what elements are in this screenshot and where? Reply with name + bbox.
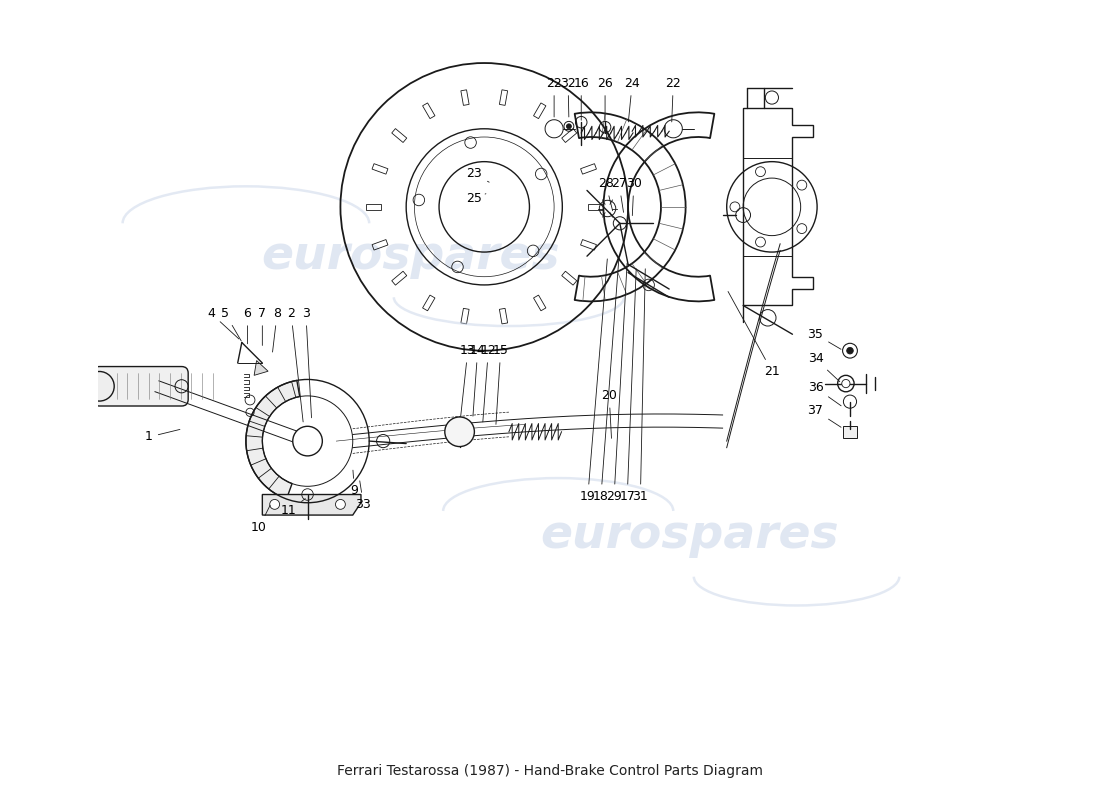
Text: 28: 28 — [598, 178, 614, 210]
Text: 31: 31 — [632, 269, 648, 502]
Text: 20: 20 — [602, 390, 617, 438]
Text: 18: 18 — [593, 259, 619, 502]
Text: 5: 5 — [221, 307, 241, 341]
Text: eurospares: eurospares — [261, 234, 560, 278]
Polygon shape — [254, 361, 268, 375]
Wedge shape — [246, 380, 299, 499]
Text: 34: 34 — [807, 353, 839, 382]
Text: 19: 19 — [580, 259, 607, 502]
FancyBboxPatch shape — [92, 366, 188, 406]
Text: 29: 29 — [606, 263, 627, 502]
Text: 16: 16 — [573, 77, 590, 120]
Text: 30: 30 — [626, 178, 641, 215]
Circle shape — [293, 426, 322, 456]
Text: 12: 12 — [481, 344, 496, 422]
Text: eurospares: eurospares — [540, 513, 839, 558]
Circle shape — [85, 371, 114, 401]
Text: 9: 9 — [351, 470, 359, 497]
Text: 21: 21 — [728, 291, 780, 378]
Polygon shape — [262, 494, 361, 515]
Circle shape — [842, 379, 850, 388]
Text: 15: 15 — [493, 344, 508, 424]
Circle shape — [270, 499, 279, 510]
Text: 1: 1 — [145, 430, 180, 443]
Circle shape — [847, 347, 854, 354]
Text: 24: 24 — [625, 77, 640, 122]
Text: 33: 33 — [355, 481, 372, 511]
Text: Ferrari Testarossa (1987) - Hand-Brake Control Parts Diagram: Ferrari Testarossa (1987) - Hand-Brake C… — [337, 764, 763, 778]
Text: 32: 32 — [560, 77, 576, 117]
Text: 37: 37 — [807, 404, 842, 427]
Text: 22: 22 — [547, 77, 562, 117]
Circle shape — [566, 124, 571, 129]
Text: 23: 23 — [466, 167, 490, 182]
Text: 35: 35 — [807, 328, 842, 350]
Circle shape — [444, 417, 474, 446]
Text: 36: 36 — [807, 381, 842, 406]
Text: 13: 13 — [460, 344, 475, 416]
Text: 6: 6 — [243, 307, 252, 344]
Text: 8: 8 — [273, 307, 282, 352]
Text: 3: 3 — [302, 307, 311, 418]
Text: 26: 26 — [597, 77, 613, 120]
Circle shape — [336, 499, 345, 510]
Text: 7: 7 — [258, 307, 266, 346]
Text: 10: 10 — [251, 506, 271, 534]
Text: 25: 25 — [466, 192, 486, 205]
Text: 22: 22 — [666, 77, 681, 122]
Text: 27: 27 — [612, 178, 627, 212]
Text: 14: 14 — [470, 344, 485, 416]
Text: 17: 17 — [619, 269, 636, 502]
Text: 4: 4 — [208, 307, 239, 339]
Text: 11: 11 — [280, 498, 306, 518]
FancyBboxPatch shape — [843, 426, 857, 438]
Text: 2: 2 — [287, 307, 304, 422]
